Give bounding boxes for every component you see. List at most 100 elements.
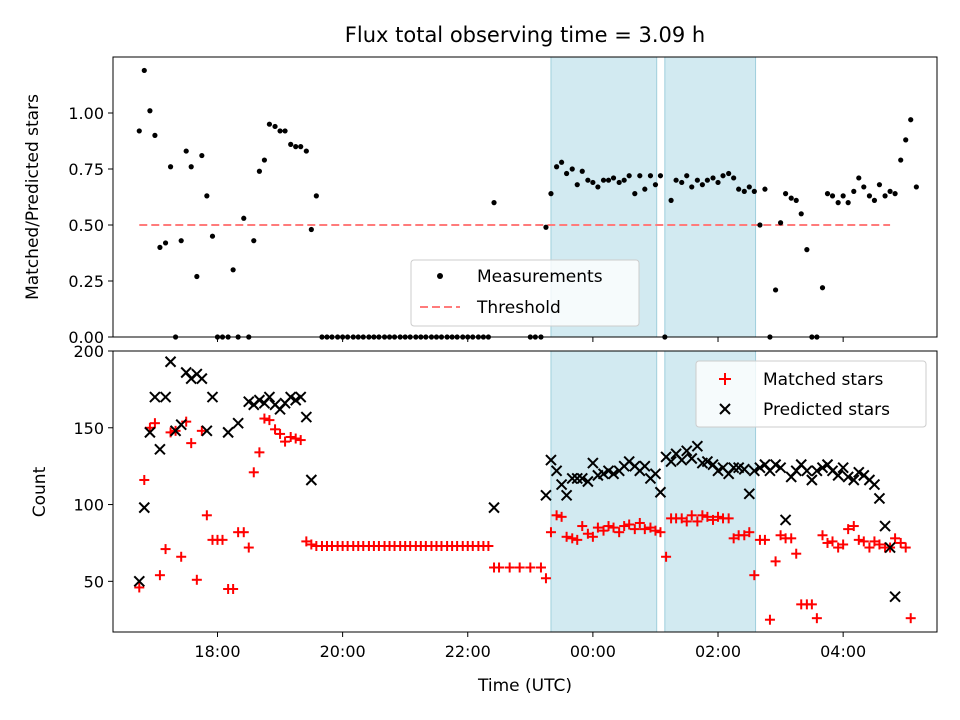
ratio-axes-frame [112,56,938,338]
measurement-point [819,285,826,291]
measurement-point [564,170,570,177]
predicted-star-point [582,475,594,488]
matched-star-point [535,562,546,573]
matched-star-point [556,511,567,522]
predicted-star-point [154,443,166,455]
predicted-star-point [587,457,599,469]
matched-star-point [853,534,864,545]
measurement-point [282,128,288,134]
matched-star-point [608,522,619,533]
matched-star-point [525,562,536,573]
measurement-point [887,188,893,194]
predicted-star-point [649,468,662,480]
predicted-star-point [639,460,651,472]
matched-star-point [598,525,609,536]
matched-star-point [494,562,505,573]
measurement-point [230,267,236,273]
matched-star-point [713,511,724,522]
ratio-legend-box [410,259,640,327]
measurement-point [313,193,319,199]
legend-measurements-label: Measurements [477,267,603,287]
legend-matched-label: Matched stars [763,370,883,390]
x-axis-label: Time (UTC) [477,676,572,696]
measurement-point [204,193,210,199]
measurement-point [199,152,205,159]
matched-star-point [843,524,854,535]
predicted-star-point [232,417,244,429]
ratio-y-axis-label: Matched/Predicted stars [23,94,43,300]
measurement-point [840,193,846,199]
matched-star-point [577,521,588,532]
measurement-point [871,197,878,203]
measurement-point [845,200,851,206]
matched-star-point [176,551,187,562]
matched-star-point [739,530,750,541]
predicted-star-point [889,590,901,603]
matched-star-point [639,524,650,535]
predicted-star-point [175,418,187,431]
measurement-point [167,164,174,170]
measurement-point [903,137,909,143]
measurement-point [741,188,747,194]
legend-predicted-marker [719,403,731,415]
measurement-point [157,244,163,250]
predicted-star-point [300,411,313,423]
legend-matched-marker [719,373,731,385]
matched-star-point [827,536,838,547]
measurement-point [610,175,617,181]
matched-star-point [196,425,207,436]
ratio-panel: 0.00 0.25 0.50 0.75 1.00 Flux total observin… [23,23,938,347]
matched-star-point [686,510,697,521]
measurement-point [720,173,726,179]
measurement-point [704,177,710,183]
measurement-point [256,168,263,174]
measurement-point [293,144,299,150]
measurement-point [574,182,580,188]
matched-star-point [864,542,875,553]
matched-star-point [858,536,869,547]
predicted-star-point [488,501,500,514]
measurement-point [913,184,919,190]
matched-star-point [634,517,645,528]
predicted-star-point [665,455,677,468]
matched-star-point [238,527,249,538]
predicted-star-point [149,391,161,403]
matched-star-point [744,527,755,538]
predicted-star-point [294,391,307,403]
predicted-star-point [555,478,568,491]
matched-star-point [285,431,296,442]
matched-star-point [290,433,301,444]
matched-star-point [645,522,656,533]
matched-star-point [160,544,171,555]
matched-star-point [655,527,666,538]
predicted-star-point [144,426,156,439]
ratio-legend: Measurements Threshold [410,259,640,327]
chart-title: Flux total observing time = 3.09 h [345,23,705,47]
matched-star-point [775,530,786,541]
measurement-point [288,141,294,147]
predicted-star-point [837,461,849,474]
predicted-star-point [201,425,213,437]
predicted-star-point [138,501,150,514]
matched-star-point [483,541,494,552]
predicted-star-point [701,455,714,468]
measurement-point [793,197,799,203]
measurement-point [553,164,560,170]
predicted-star-point [560,489,573,502]
matched-star-point [514,562,525,573]
matched-star-point [905,613,916,624]
predicted-star-point [196,372,208,385]
measurement-point [178,238,184,244]
measurement-point [277,128,283,134]
measurement-point [241,215,247,221]
measurement-point [136,128,142,134]
matched-star-point [186,438,197,449]
matched-star-point [806,599,817,610]
predicted-star-point [263,391,276,403]
measurement-point [251,238,257,244]
measurement-point [209,233,216,239]
predicted-star-point [571,472,583,485]
measurement-point [866,193,873,199]
matched-star-point [661,551,672,562]
